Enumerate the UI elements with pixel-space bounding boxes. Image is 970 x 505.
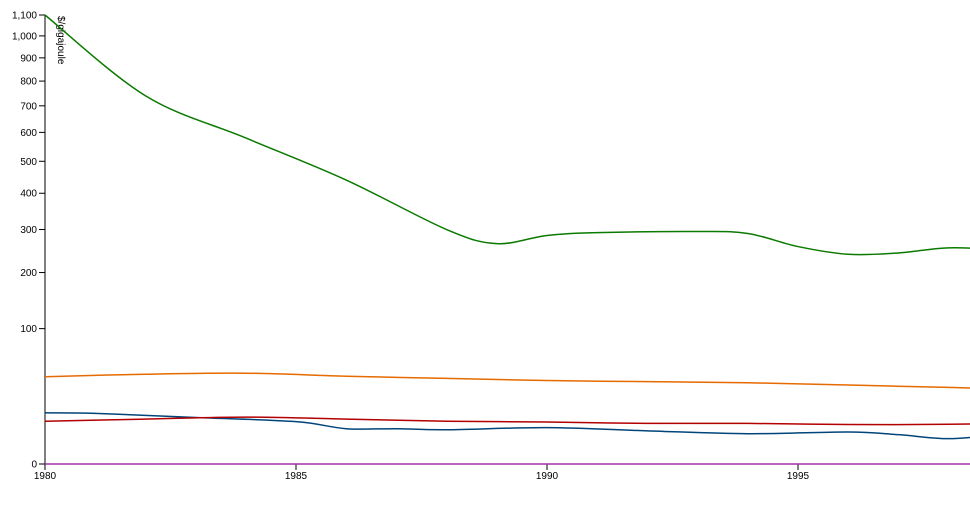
y-tick-label: 900 (20, 53, 37, 64)
y-axis-title: $/gigajoule (55, 16, 66, 65)
y-tick-label: 300 (20, 225, 37, 236)
y-tick-label: 1,000 (12, 31, 37, 42)
y-tick-label: 0 (31, 460, 37, 471)
y-tick-label: 500 (20, 157, 37, 168)
y-tick-label: 800 (20, 77, 37, 88)
y-axis: 0 100 200 300 400 500 600 700 800 900 1,000 1,100 (12, 11, 46, 471)
series-line (44, 372, 970, 389)
x-tick-label: 1985 (285, 471, 308, 482)
series-line (44, 416, 970, 426)
series-line (44, 412, 970, 440)
y-tick-label: 700 (20, 101, 37, 112)
x-axis: 1980198519901995200020052010 (34, 463, 970, 482)
x-tick-label: 1990 (536, 471, 559, 482)
x-tick-label: 1980 (34, 471, 57, 482)
y-tick-label: 600 (20, 128, 37, 139)
y-tick-label: 400 (20, 189, 37, 200)
y-tick-label: 100 (20, 324, 37, 335)
x-tick-label: 1995 (787, 471, 810, 482)
series-lines (44, 14, 970, 465)
series-line (44, 14, 970, 256)
y-tick-label: 200 (20, 268, 37, 279)
y-tick-label: 1,100 (12, 11, 37, 22)
